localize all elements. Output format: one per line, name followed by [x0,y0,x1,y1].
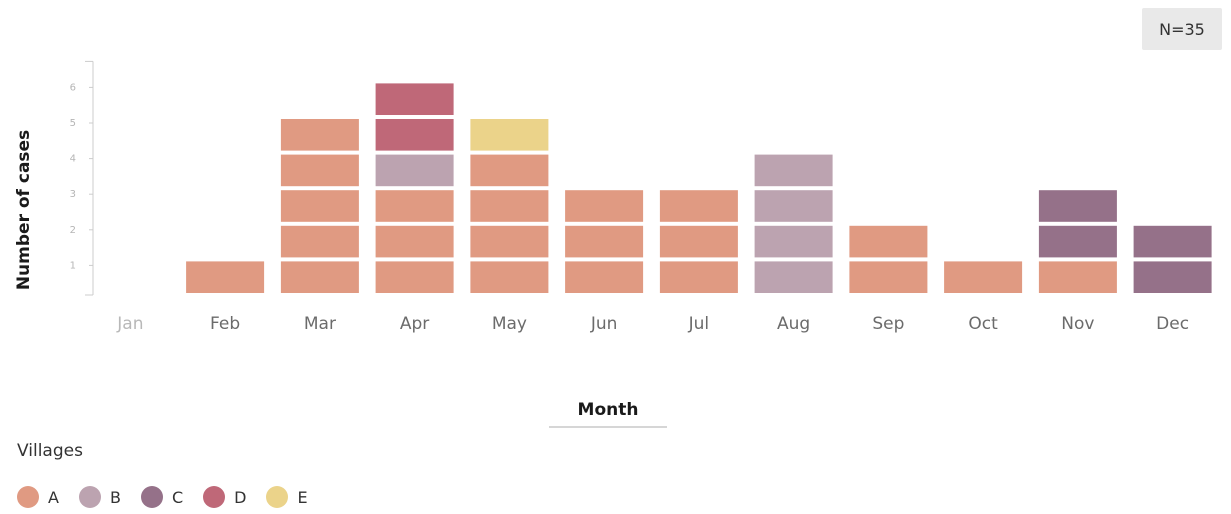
legend-swatch-c [140,486,163,508]
bar-segment[interactable] [565,225,644,258]
y-tick-label: 1 [70,260,76,271]
bar-segment[interactable] [280,190,359,222]
legend-item-d[interactable]: D [203,486,246,508]
y-tick-label: 3 [70,189,76,200]
legend-item-c[interactable]: C [140,486,184,508]
bar-segment[interactable] [1038,225,1117,258]
y-tick-label: 6 [70,82,76,93]
legend-item-b[interactable]: B [78,486,121,508]
bar-segment[interactable] [565,261,644,293]
sample-size-badge: N=35 [1142,8,1222,50]
bar-segment[interactable] [659,225,738,258]
bar-segment[interactable] [186,261,265,293]
bar-segment[interactable] [659,261,738,293]
legend-swatch-e [266,486,289,508]
bar-segment[interactable] [470,190,549,222]
bar-segment[interactable] [375,83,454,115]
bar-segment[interactable] [1133,225,1212,258]
legend-item-e[interactable]: E [266,486,308,508]
legend-swatch-b [78,486,101,508]
bar-segment[interactable] [280,225,359,258]
y-tick-label: 5 [70,118,76,129]
y-axis: 1 2 3 4 5 6 [70,60,94,296]
y-tick-label: 4 [70,154,76,165]
x-tick-label: Sep [872,314,904,334]
bar-segment[interactable] [375,225,454,258]
bar-segment[interactable] [280,119,359,151]
legend-swatch-a [17,486,39,508]
legend-label-d: D [234,487,247,507]
bar-segment[interactable] [754,225,833,258]
bar-segment[interactable] [849,261,928,293]
x-tick-label: May [492,314,527,334]
x-tick-label: Apr [400,314,429,334]
x-tick-label: Jul [688,314,710,334]
chart-plot: 1 2 3 4 5 6 Jan Feb Mar Apr May Jun Jul Aug Sep Oct Nov… [14,60,1212,334]
bar-segment[interactable] [375,119,454,151]
legend-swatch-d [203,486,226,508]
bar-segment[interactable] [470,225,549,258]
legend-item-a[interactable]: A [17,486,59,508]
bar-segment[interactable] [565,190,644,222]
legend-label-e: E [297,487,308,507]
bar-segment[interactable] [375,190,454,222]
bar-segment[interactable] [470,154,549,187]
legend-title: Villages [17,441,83,461]
bar-segment[interactable] [1038,261,1117,293]
x-tick-label: Feb [210,314,240,334]
y-axis-title: Number of cases [14,130,34,290]
bar-segment[interactable] [470,261,549,293]
x-axis-tick-labels: Jan Feb Mar Apr May Jun Jul Aug Sep Oct Nov Dec [116,314,1189,334]
bar-segment[interactable] [375,261,454,293]
x-tick-label: Mar [304,314,336,334]
bar-segment[interactable] [754,261,833,293]
bar-segment[interactable] [375,154,454,187]
x-axis-title-box: Month [549,396,667,428]
x-tick-label: Aug [777,314,810,334]
legend-label-a: A [48,487,59,507]
x-tick-label: Dec [1156,314,1189,334]
bar-segment[interactable] [1038,190,1117,222]
legend: A B C D E [17,486,328,508]
bar-segment[interactable] [1133,261,1212,293]
x-axis-title: Month [577,400,639,420]
bar-segment[interactable] [280,154,359,187]
bar-segment[interactable] [754,154,833,187]
bar-segment[interactable] [849,225,928,258]
legend-label-c: C [171,487,184,507]
bar-segment[interactable] [754,190,833,222]
x-tick-label: Nov [1061,314,1094,334]
y-tick-label: 2 [70,225,76,236]
bars [186,83,1212,293]
legend-label-b: B [109,487,121,507]
bar-segment[interactable] [944,261,1023,293]
sample-size-text: N=35 [1159,19,1205,39]
bar-segment[interactable] [280,261,359,293]
bar-segment[interactable] [470,119,549,151]
x-tick-label: Jan [116,314,143,334]
x-tick-label: Oct [968,314,998,334]
bar-segment[interactable] [659,190,738,222]
x-tick-label: Jun [590,314,618,334]
